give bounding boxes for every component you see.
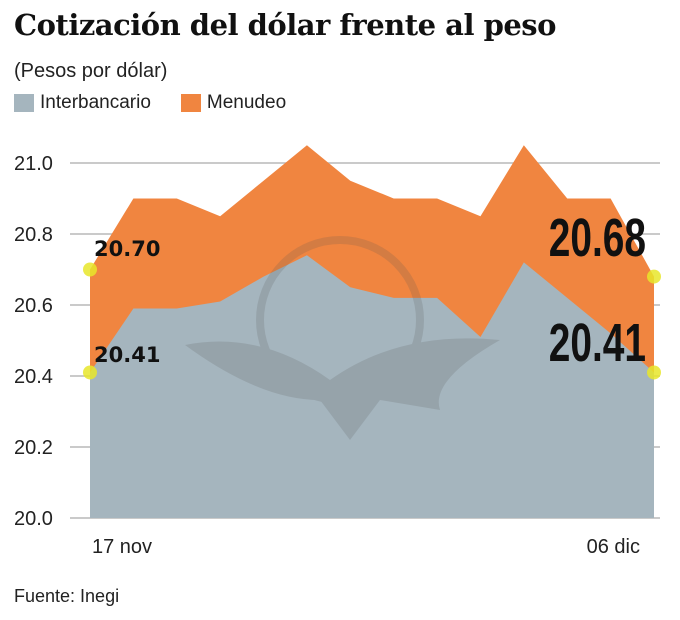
end-marker-menudeo [647,269,661,284]
legend-swatch-menudeo [180,94,201,112]
y-tick-label: 20.2 [14,437,53,459]
label-end-menudeo: 20.68 [549,207,646,268]
watermark-eagle-logo [185,236,500,440]
label-start-menudeo: 20.70 [94,237,160,261]
legend-swatch-interbancario [14,94,34,112]
y-tick-label: 20.8 [14,224,53,246]
legend-label-menudeo: Menudeo [206,92,287,113]
legend: Interbancario Menudeo [14,92,286,114]
y-tick-label: 20.6 [14,295,53,317]
x-tick-label: 06 dic [587,536,640,558]
legend-label-interbancario: Interbancario [40,92,151,113]
legend-item-menudeo: Menudeo [180,92,287,114]
y-tick-label: 21.0 [14,153,53,175]
y-tick-label: 20.0 [14,508,53,530]
end-marker-menudeo [83,262,97,277]
x-tick-label: 17 nov [92,536,152,558]
area-interbancario [90,255,654,519]
y-tick-label: 20.4 [14,366,53,388]
source-note: Fuente: Inegi [14,586,120,606]
legend-item-interbancario: Interbancario [14,92,151,114]
end-marker-interbancario [83,365,97,380]
end-marker-interbancario [647,365,661,380]
label-end-interbancario: 20.41 [549,312,646,373]
chart-title: Cotización del dólar frente al peso [14,8,556,42]
chart-subtitle: (Pesos por dólar) [14,60,168,82]
label-start-interbancario: 20.41 [94,343,160,367]
